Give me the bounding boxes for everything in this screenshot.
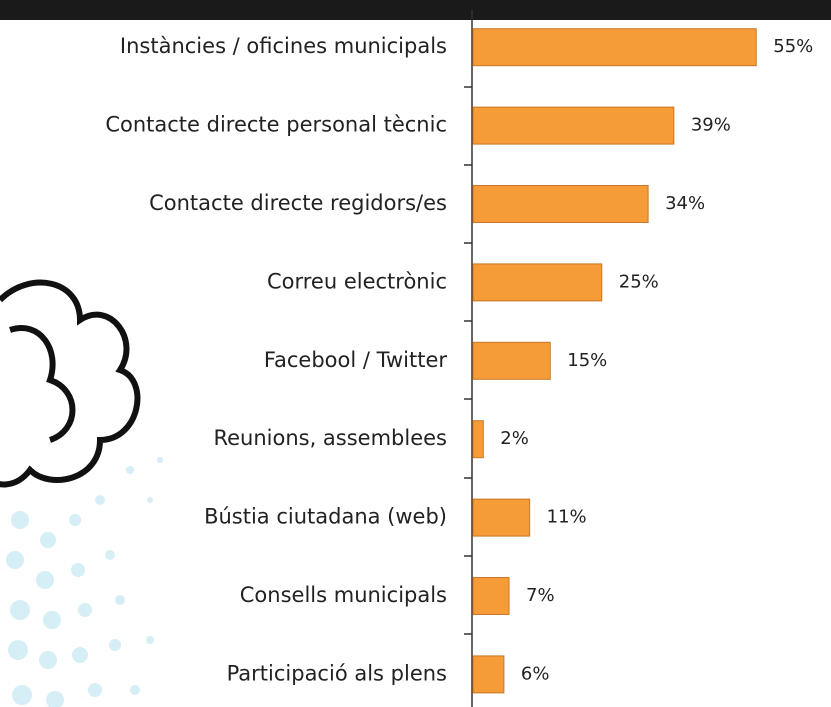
category-label: Instàncies / oficines municipals [120, 34, 447, 58]
value-label: 25% [619, 271, 659, 292]
bar [473, 186, 648, 223]
bar [473, 421, 483, 458]
category-label: Bústia ciutadana (web) [204, 505, 447, 529]
value-label: 55% [773, 36, 813, 57]
category-label: Facebool / Twitter [264, 348, 448, 372]
axis-ticks [464, 87, 472, 634]
top-band [0, 0, 831, 20]
category-label: Correu electrònic [267, 269, 447, 293]
category-label: Reunions, assemblees [213, 426, 447, 450]
category-label: Participació als plens [227, 661, 447, 685]
value-label: 15% [567, 350, 607, 371]
value-label: 34% [665, 193, 705, 214]
value-label: 11% [547, 507, 587, 528]
category-label: Consells municipals [240, 583, 447, 607]
bar [473, 29, 756, 66]
bar [473, 264, 602, 301]
category-label: Contacte directe personal tècnic [105, 113, 447, 137]
bar [473, 656, 504, 693]
decor-cloud [0, 283, 137, 485]
value-label: 6% [521, 663, 550, 684]
value-label: 7% [526, 585, 555, 606]
decor-dots [6, 457, 163, 707]
category-label: Contacte directe regidors/es [149, 191, 447, 215]
value-label: 39% [691, 115, 731, 136]
bar [473, 578, 509, 615]
bar [473, 499, 530, 536]
chart: Instàncies / oficines municipals 55% Conta… [0, 0, 831, 707]
value-label: 2% [500, 428, 529, 449]
bar [473, 342, 550, 379]
bar [473, 107, 674, 144]
